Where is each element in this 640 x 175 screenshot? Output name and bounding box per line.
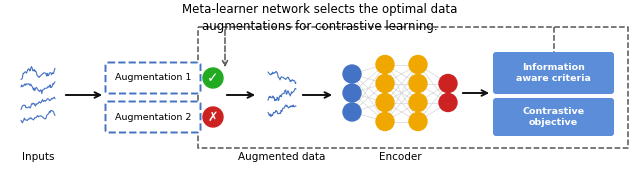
- Circle shape: [376, 55, 394, 74]
- Circle shape: [409, 113, 427, 131]
- Circle shape: [439, 75, 457, 93]
- Text: Encoder: Encoder: [379, 152, 421, 162]
- FancyBboxPatch shape: [493, 52, 614, 94]
- Circle shape: [376, 113, 394, 131]
- Text: Augmented data: Augmented data: [238, 152, 326, 162]
- Text: Information
aware criteria: Information aware criteria: [516, 63, 591, 83]
- Text: Augmentation 2: Augmentation 2: [115, 113, 191, 121]
- Circle shape: [409, 93, 427, 111]
- Circle shape: [343, 65, 361, 83]
- Text: Meta-learner network selects the optimal data
augmentations for contrastive lear: Meta-learner network selects the optimal…: [182, 3, 458, 33]
- Text: ✗: ✗: [208, 111, 218, 124]
- Text: Augmentation 1: Augmentation 1: [115, 74, 191, 82]
- Circle shape: [409, 55, 427, 74]
- Circle shape: [439, 93, 457, 111]
- Circle shape: [343, 103, 361, 121]
- Text: Inputs: Inputs: [22, 152, 54, 162]
- FancyBboxPatch shape: [106, 102, 200, 132]
- Circle shape: [343, 84, 361, 102]
- Text: ✓: ✓: [207, 72, 219, 86]
- Circle shape: [203, 68, 223, 88]
- Circle shape: [376, 93, 394, 111]
- Text: Contrastive
objective: Contrastive objective: [522, 107, 584, 127]
- FancyBboxPatch shape: [493, 98, 614, 136]
- Circle shape: [203, 107, 223, 127]
- Circle shape: [409, 75, 427, 93]
- Circle shape: [376, 75, 394, 93]
- FancyBboxPatch shape: [106, 62, 200, 93]
